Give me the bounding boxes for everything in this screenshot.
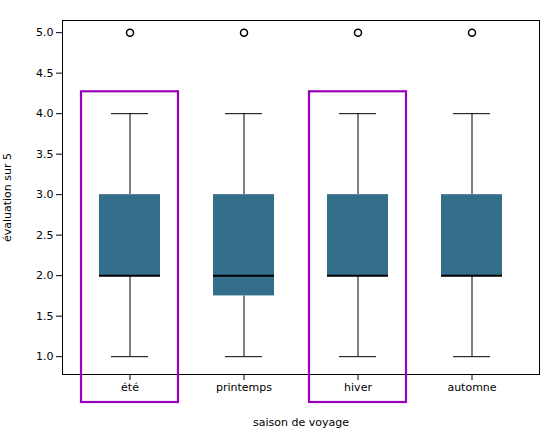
svg-text:5.0: 5.0 bbox=[36, 26, 54, 39]
svg-text:1.5: 1.5 bbox=[36, 310, 54, 323]
svg-text:4.5: 4.5 bbox=[36, 67, 54, 80]
svg-text:2.0: 2.0 bbox=[36, 269, 54, 282]
svg-text:1.0: 1.0 bbox=[36, 350, 54, 363]
svg-text:été: été bbox=[121, 381, 139, 394]
svg-text:2.5: 2.5 bbox=[36, 229, 54, 242]
svg-text:saison de voyage: saison de voyage bbox=[253, 416, 349, 428]
svg-text:hiver: hiver bbox=[344, 381, 372, 394]
svg-text:3.5: 3.5 bbox=[36, 148, 54, 161]
svg-text:3.0: 3.0 bbox=[36, 188, 54, 201]
svg-text:évaluation sur 5: évaluation sur 5 bbox=[1, 153, 14, 242]
svg-text:4.0: 4.0 bbox=[36, 107, 54, 120]
svg-text:printemps: printemps bbox=[216, 381, 272, 394]
svg-text:automne: automne bbox=[447, 381, 496, 394]
